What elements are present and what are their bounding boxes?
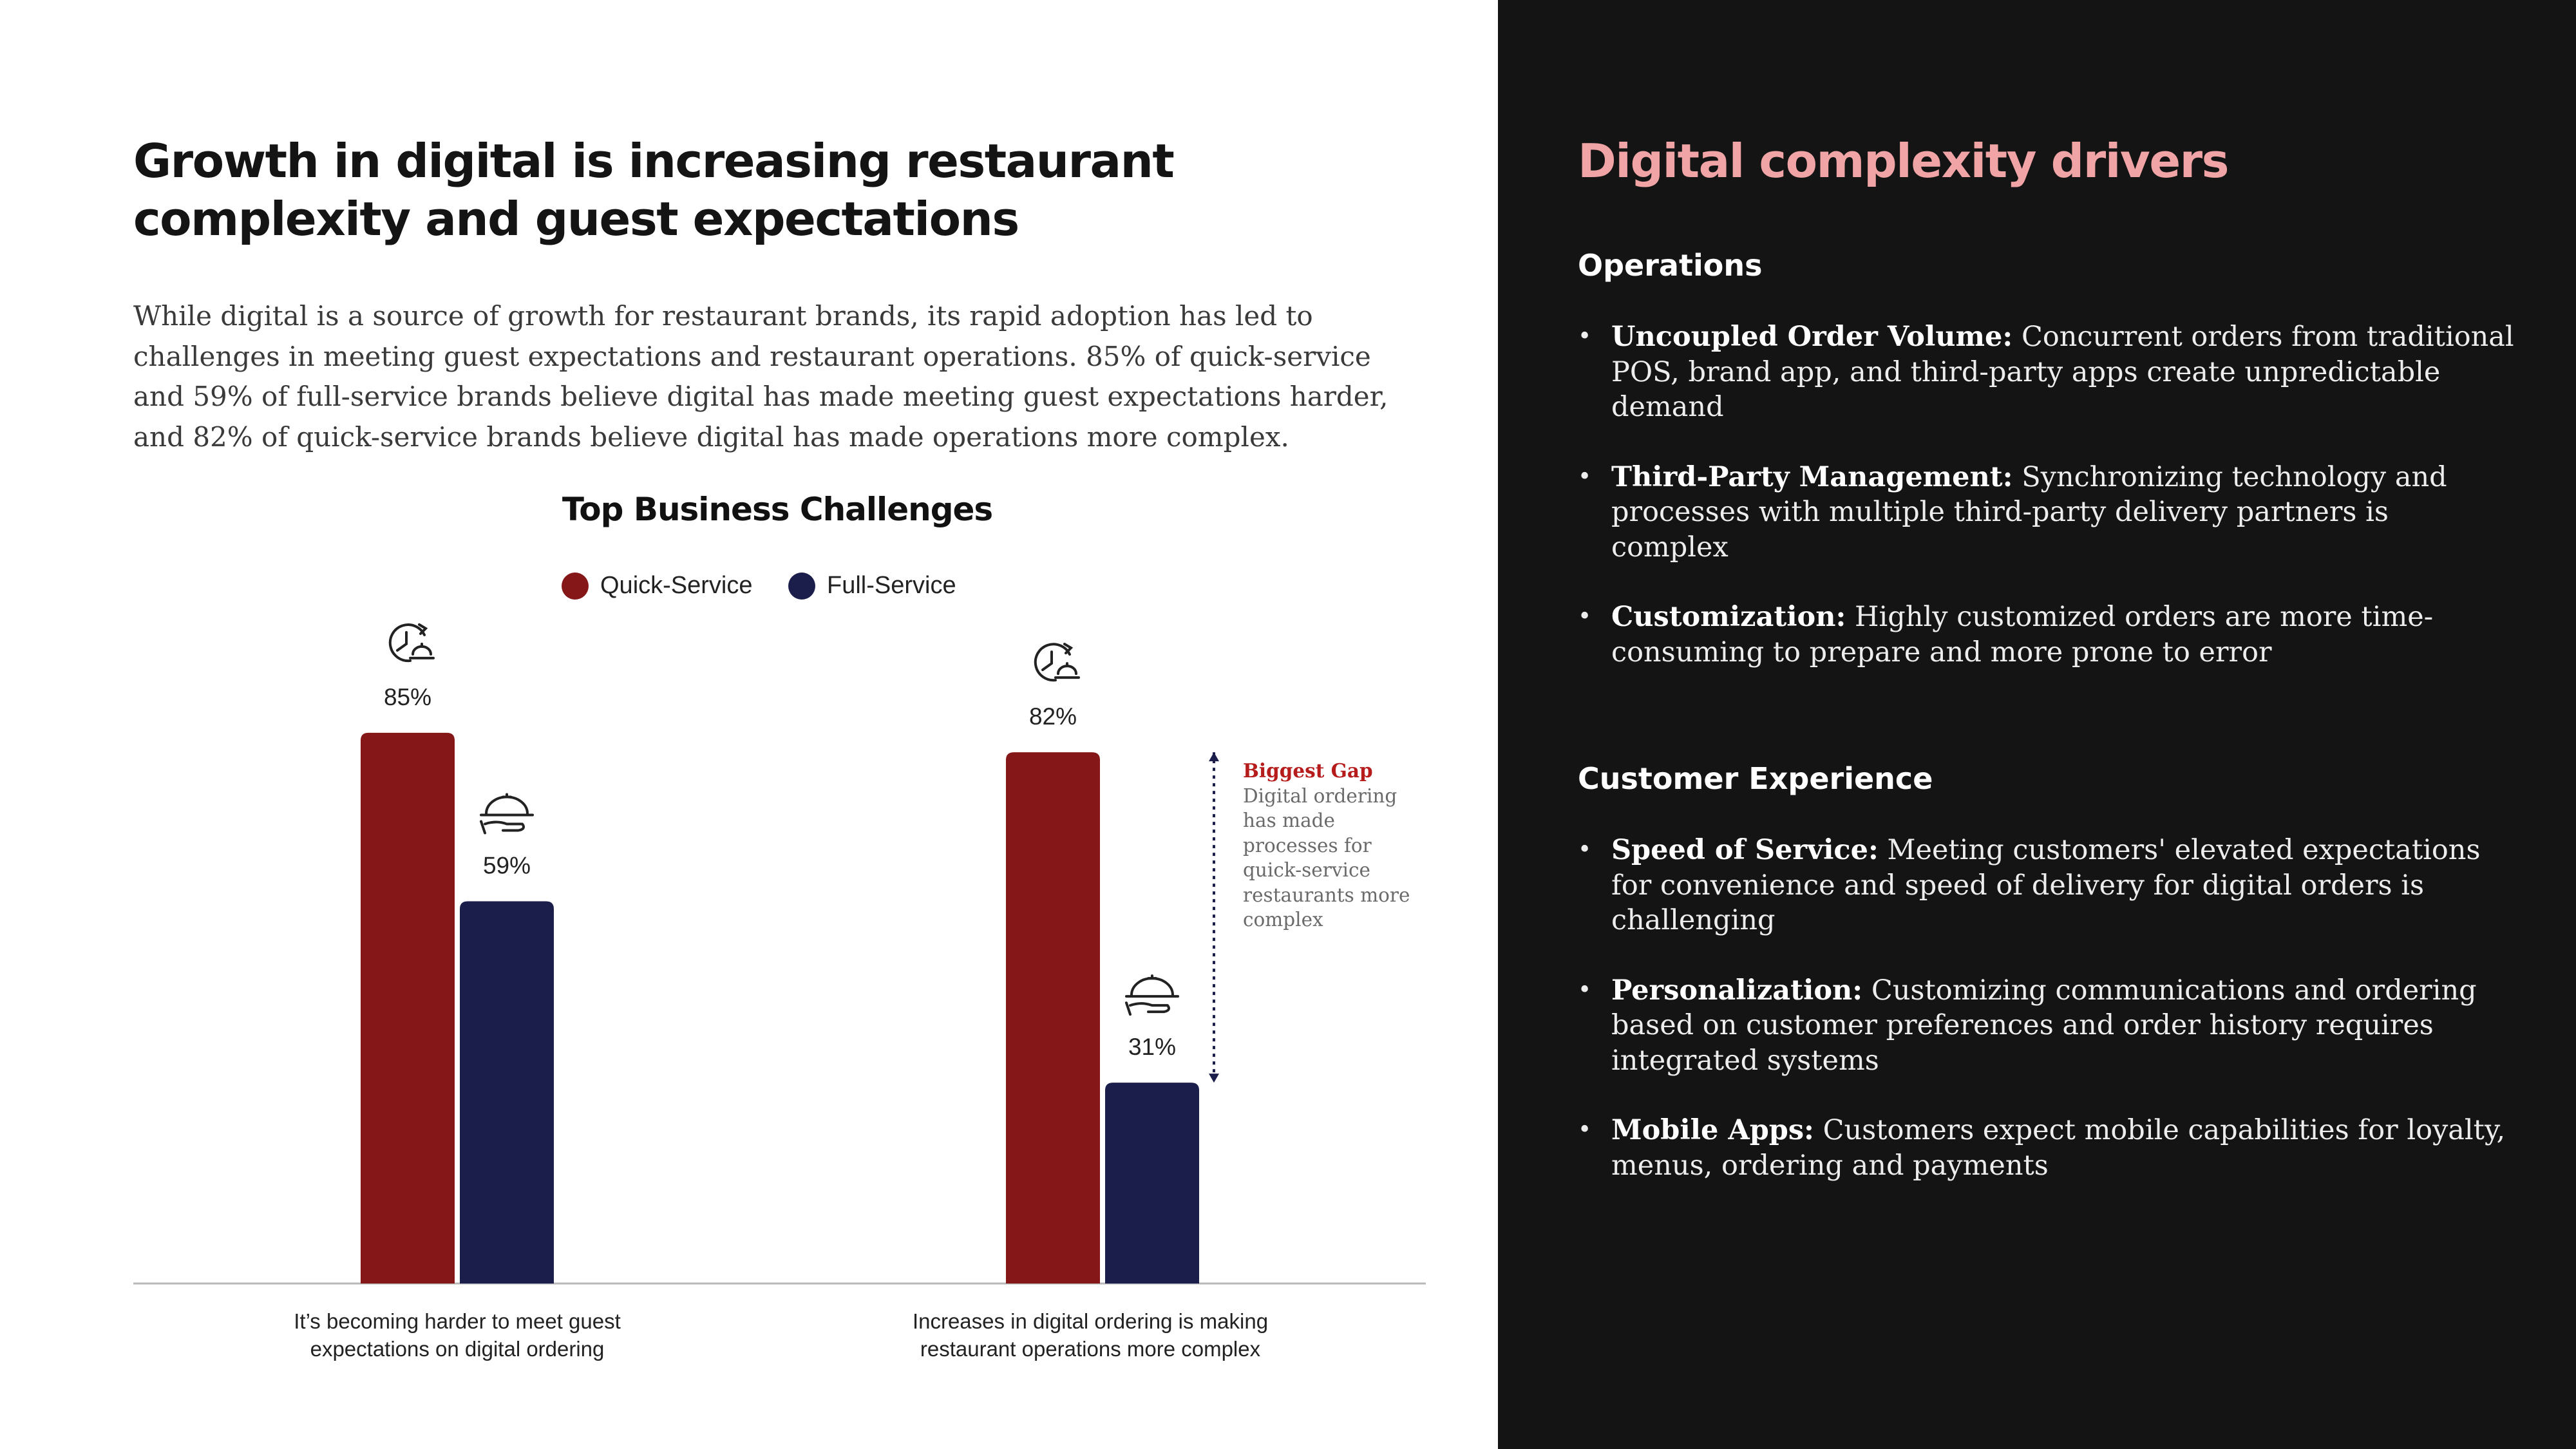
bar-value-label: 82% — [1029, 703, 1077, 730]
bar-chart: 85% 82% 59% 31% — [133, 623, 1426, 1285]
bar-quick-service — [361, 732, 455, 1283]
bar-value-label: 59% — [483, 852, 531, 878]
list-item-line: Speed of Service: Meeting customers' ele… — [1611, 833, 2557, 868]
list-item-line: Uncoupled Order Volume: Concurrent order… — [1611, 319, 2557, 355]
list-item-line: Customization: Highly customized orders … — [1611, 600, 2557, 635]
headline-line: Growth in digital is increasing restaura… — [133, 134, 1175, 188]
x-category-label: It’s becoming harder to meet guest expec… — [232, 1307, 683, 1363]
list-item-text: Customers expect mobile capabilities for… — [1814, 1114, 2506, 1146]
bar-value-label: 85% — [384, 684, 431, 710]
intro-line: and 59% of full-service brands believe d… — [133, 381, 1388, 412]
list-item-line: consuming to prepare and more prone to e… — [1611, 636, 2272, 668]
list-item-text: Meeting customers' elevated expectations — [1878, 834, 2481, 866]
biggest-gap-annotation: Biggest Gap Digital ordering has made pr… — [1243, 759, 1430, 933]
bar-value-label: 31% — [1128, 1034, 1176, 1060]
annotation-line: has made — [1243, 810, 1336, 831]
list-item: • Speed of Service: Meeting customers' e… — [1578, 833, 2557, 938]
list-item-term: Third-Party Management: — [1611, 460, 2013, 493]
clock-food-icon — [1034, 643, 1080, 682]
intro-line: While digital is a source of growth for … — [133, 300, 1313, 332]
list-item: • Third-Party Management: Synchronizing … — [1578, 460, 2557, 565]
legend-item-quick-service: Quick-Service — [562, 572, 753, 600]
list-item-line: demand — [1611, 391, 1724, 423]
x-category-label-line: expectations on digital ordering — [310, 1337, 605, 1361]
intro-line: challenges in meeting guest expectations… — [133, 340, 1371, 372]
headline-line: complexity and guest expectations — [133, 192, 1019, 246]
annotation-line: processes for — [1243, 834, 1372, 857]
legend-item-full-service: Full-Service — [788, 572, 956, 600]
list-item-line: Third-Party Management: Synchronizing te… — [1611, 460, 2557, 495]
list-item: • Customization: Highly customized order… — [1578, 600, 2557, 670]
x-category-label: Increases in digital ordering is making … — [865, 1307, 1316, 1363]
list-item-text: Highly customized orders are more time- — [1846, 601, 2434, 633]
list-item-term: Personalization: — [1611, 974, 1863, 1007]
gap-arrow — [1209, 752, 1219, 1083]
right-panel: Digital complexity drivers Operations • … — [1498, 0, 2576, 1449]
x-category-label-line: It’s becoming harder to meet guest — [294, 1309, 621, 1333]
bar-quick-service — [1006, 752, 1100, 1283]
annotation-line: Digital ordering — [1243, 784, 1397, 807]
annotation-title: Biggest Gap — [1243, 759, 1373, 782]
bullet-icon: • — [1578, 1117, 1592, 1143]
bar-full-service — [1105, 1083, 1199, 1283]
bullet-icon: • — [1578, 323, 1592, 350]
list-item-line: complex — [1611, 531, 1728, 564]
cloche-tray-icon — [1125, 974, 1179, 1016]
left-panel: Growth in digital is increasing restaura… — [0, 132, 1498, 1363]
list-item: • Mobile Apps: Customers expect mobile c… — [1578, 1113, 2557, 1183]
chart-title: Top Business Challenges — [562, 491, 993, 528]
bullet-icon: • — [1578, 837, 1592, 863]
drivers-title: Digital complexity drivers — [1578, 134, 2230, 188]
list-item: • Personalization: Customizing communica… — [1578, 973, 2557, 1079]
operations-list: • Uncoupled Order Volume: Concurrent ord… — [1578, 319, 2557, 705]
intro-line: and 82% of quick-service brands believe … — [133, 421, 1289, 453]
list-item-line: challenging — [1611, 904, 1776, 936]
bullet-icon: • — [1578, 976, 1592, 1003]
list-item-term: Customization: — [1611, 601, 1846, 633]
section-heading-customer-experience: Customer Experience — [1578, 761, 1933, 796]
list-item-text: Customizing communications and ordering — [1862, 974, 2477, 1007]
list-item: • Uncoupled Order Volume: Concurrent ord… — [1578, 319, 2557, 425]
intro-paragraph: While digital is a source of growth for … — [133, 296, 1388, 457]
list-item-text: Concurrent orders from traditional — [2012, 321, 2514, 353]
legend-swatch-quick-service — [562, 572, 589, 600]
x-category-label-line: restaurant operations more complex — [920, 1337, 1261, 1361]
annotation-line: quick-service — [1243, 859, 1370, 881]
list-item-line: processes with multiple third-party deli… — [1611, 496, 2389, 528]
legend-label: Quick-Service — [600, 572, 753, 599]
list-item-text: Synchronizing technology and — [2012, 460, 2447, 493]
legend-label: Full-Service — [827, 572, 956, 599]
list-item-line: POS, brand app, and third-party apps cre… — [1611, 355, 2441, 388]
list-item-line: menus, ordering and payments — [1611, 1149, 2049, 1182]
list-item-line: based on customer preferences and order … — [1611, 1009, 2434, 1041]
x-category-label-line: Increases in digital ordering is making — [912, 1309, 1269, 1333]
cloche-tray-icon — [480, 793, 534, 835]
annotation-line: complex — [1243, 909, 1323, 931]
bullet-icon: • — [1578, 463, 1592, 490]
annotation-line: restaurants more — [1243, 884, 1410, 906]
list-item-line: integrated systems — [1611, 1044, 1879, 1077]
clock-food-icon — [388, 623, 435, 663]
bullet-icon: • — [1578, 603, 1592, 630]
section-heading-operations: Operations — [1578, 248, 1763, 283]
list-item-line: Mobile Apps: Customers expect mobile cap… — [1611, 1113, 2557, 1148]
bar-full-service — [460, 901, 554, 1283]
chart-legend: Quick-Service Full-Service — [0, 572, 1498, 604]
list-item-term: Uncoupled Order Volume: — [1611, 321, 2013, 353]
legend-swatch-full-service — [788, 572, 815, 600]
list-item-term: Speed of Service: — [1611, 834, 1879, 866]
page-headline: Growth in digital is increasing restaura… — [133, 132, 1357, 248]
list-item-term: Mobile Apps: — [1611, 1114, 1814, 1146]
list-item-line: for convenience and speed of delivery fo… — [1611, 869, 2425, 902]
customer-experience-list: • Speed of Service: Meeting customers' e… — [1578, 833, 2557, 1218]
list-item-line: Personalization: Customizing communicati… — [1611, 973, 2557, 1009]
